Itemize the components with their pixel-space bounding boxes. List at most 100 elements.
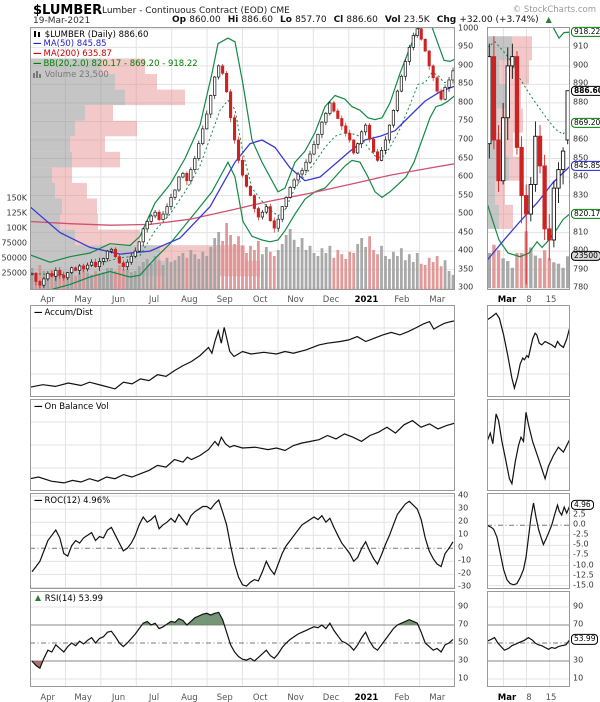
candle-body: [487, 56, 492, 145]
ma200-line: [30, 163, 455, 226]
volume-bar: [296, 247, 300, 289]
candle-body: [300, 170, 304, 175]
candle-body: [316, 134, 320, 145]
volume-bar: [364, 247, 368, 289]
volume-bar: [396, 256, 399, 289]
candle-body: [280, 206, 284, 220]
candle-body: [383, 139, 388, 151]
candle-body: [58, 270, 62, 276]
panel-border: [30, 399, 455, 491]
volume-bar: [435, 256, 439, 289]
volume-bar: [538, 258, 542, 288]
volume-bar: [565, 256, 570, 288]
candle-body: [34, 272, 38, 282]
candle-body: [336, 110, 340, 119]
ma50-line: [487, 165, 570, 261]
volume-bar: [324, 253, 328, 289]
volume-bar: [256, 241, 260, 289]
volume-bar: [117, 265, 121, 289]
volume-by-price-bar: [70, 136, 105, 152]
candle-body: [244, 174, 249, 187]
volume-by-price-bar: [75, 120, 137, 137]
candle-body: [510, 56, 515, 67]
candle-body: [423, 38, 427, 52]
candle-body: [364, 124, 368, 133]
candle-body: [403, 61, 407, 77]
volume-bar: [30, 268, 34, 289]
volume-by-price-bar: [30, 151, 72, 168]
accum-dist-inset-panel: [487, 305, 570, 397]
candle-body: [411, 35, 415, 48]
candle-body: [399, 75, 403, 92]
bb-lower-line: [43, 95, 455, 290]
candle-body: [109, 248, 113, 252]
candle-body: [528, 183, 533, 215]
volume-bar: [181, 253, 185, 289]
candle-body: [221, 65, 225, 74]
candle-body: [443, 87, 447, 100]
volume-bar: [332, 257, 336, 289]
volume-by-price-bar: [30, 182, 55, 199]
volume-bar: [388, 259, 391, 289]
volume-by-price-bar: [85, 105, 113, 121]
roc-line: [31, 498, 454, 587]
candle-body: [189, 169, 193, 182]
candle-body: [348, 132, 352, 141]
volume-bar: [141, 262, 145, 289]
volume-by-price-bar: [30, 167, 52, 183]
volume-bar: [161, 265, 165, 289]
volume-by-price-bar: [30, 136, 70, 152]
volume-by-price-bar: [30, 105, 85, 121]
panel-border: [30, 493, 455, 589]
volume-bar: [533, 255, 538, 288]
candle-body: [256, 208, 260, 218]
volume-bar: [253, 250, 256, 289]
volume-bar: [54, 272, 58, 289]
volume-bar: [419, 263, 423, 289]
volume-by-price-bar: [60, 214, 98, 230]
panel-border: [30, 305, 455, 397]
candle-body: [431, 65, 435, 79]
candle-body: [427, 50, 431, 67]
candle-body: [50, 272, 54, 277]
candle-body: [101, 258, 106, 262]
candle-body: [46, 272, 50, 280]
bb-upper-line: [30, 27, 455, 263]
candle-body: [328, 102, 332, 114]
volume-bar: [201, 251, 205, 289]
volume-bar: [193, 254, 197, 289]
volume-bar: [316, 256, 320, 289]
candle-body: [288, 187, 292, 198]
volume-bar: [352, 253, 356, 289]
volume-by-price-bar: [30, 198, 62, 215]
candle-body: [260, 211, 264, 218]
rsi-shaded-region: [397, 619, 419, 625]
volume-by-price-bar: [509, 156, 521, 181]
volume-bar: [288, 229, 292, 289]
volume-bar: [276, 250, 280, 289]
rsi-panel: [30, 591, 455, 687]
volume-bar: [552, 262, 556, 288]
volume-bar: [205, 256, 209, 289]
volume-bar: [145, 259, 149, 289]
candle-body: [70, 267, 74, 273]
candle-body: [308, 153, 312, 163]
volume-bar: [547, 258, 551, 288]
volume-bar: [185, 257, 189, 289]
candle-body: [391, 109, 395, 126]
volume-bar: [427, 257, 431, 289]
candle-body: [292, 179, 296, 188]
candle-body: [233, 117, 237, 141]
volume-bar: [356, 244, 360, 289]
panel-borders: [30, 27, 570, 687]
candle-body: [169, 197, 173, 208]
volume-bar: [102, 272, 105, 289]
volume-bar: [344, 259, 348, 289]
volume-bar: [411, 262, 415, 289]
volume-by-price-bar: [30, 58, 100, 75]
candle-body: [505, 65, 510, 119]
volume-bar: [496, 250, 501, 288]
candle-body: [407, 47, 411, 62]
volume-bar: [487, 252, 492, 288]
